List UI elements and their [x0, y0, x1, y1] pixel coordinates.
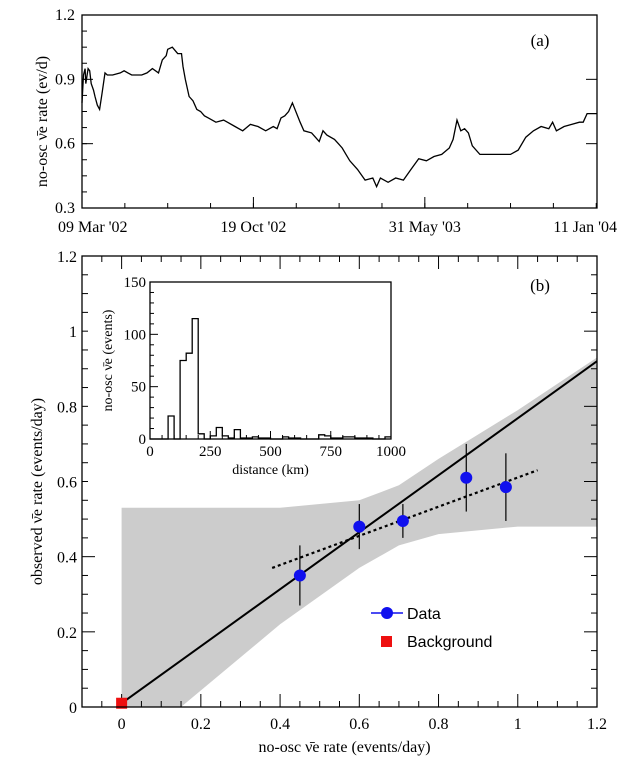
y-tick-label: 0: [69, 700, 77, 717]
panel-b-label: (b): [530, 276, 550, 295]
panel-b-frame: [81, 255, 598, 708]
data-point: [353, 520, 366, 533]
inset-x-tick-label: 750: [320, 444, 343, 460]
panel-b-x-axis-label: no-osc ν̄e rate (events/day): [258, 739, 430, 756]
panel-a-y-axis-label: no-osc ν̄e rate (ev/d): [34, 56, 51, 187]
legend-background-label: Background: [407, 634, 492, 651]
panel-b-y-axis-label: observed ν̄e rate (events/day): [29, 398, 46, 585]
inset-y-tick-label: 0: [139, 432, 147, 448]
x-tick-label: 1.2: [587, 716, 607, 733]
panel-b-dotted-fit-line: [271, 469, 538, 569]
data-point: [396, 514, 409, 527]
data-point: [499, 481, 512, 494]
y-tick-label: 0.3: [55, 200, 75, 217]
x-tick-label: 0.2: [191, 716, 211, 733]
inset-x-axis-label: distance (km): [232, 463, 309, 478]
y-tick-label: 1.2: [57, 249, 77, 266]
panel-b-scatter: 0 0.2 0.4 0.6 0.8 1 1.2 0 0.2 0.4 0.6 0.8 1 1.2 (b) n…: [29, 249, 607, 756]
panel-a-timeline: 0.3 0.6 0.9 1.2 09 Mar '02 19 Oct '02 31 May '…: [34, 7, 617, 236]
inset-y-tick-label: 150: [124, 275, 147, 291]
inset-x-tick-label: 1000: [376, 444, 406, 460]
y-tick-label: 1: [69, 324, 77, 341]
legend-data-marker: [381, 607, 393, 619]
panel-b-data-points: [116, 443, 512, 709]
x-tick-label: 31 May '03: [389, 219, 461, 236]
x-tick-label: 1: [514, 716, 522, 733]
x-tick-label: 11 Jan '04: [553, 219, 617, 236]
y-tick-label: 0.2: [57, 625, 77, 642]
legend: Data Background: [371, 606, 492, 651]
x-tick-label: 0: [118, 716, 126, 733]
inset-background: [88, 276, 401, 483]
inset-y-tick-label: 50: [131, 380, 146, 396]
x-tick-label: 0.8: [429, 716, 449, 733]
panel-a-label: (a): [531, 31, 550, 50]
y-tick-label: 0.4: [57, 550, 77, 567]
y-tick-label: 0.9: [55, 71, 75, 88]
inset-y-axis-label: no-osc ν̄e (events): [101, 309, 116, 411]
panel-b-ticks: 0 0.2 0.4 0.6 0.8 1 1.2 0 0.2 0.4 0.6 0.8 1 1.2: [57, 249, 607, 733]
y-tick-label: 0.6: [55, 136, 75, 153]
y-tick-label: 1.2: [55, 7, 75, 24]
y-tick-label: 0.8: [57, 399, 77, 416]
x-tick-label: 0.6: [349, 716, 369, 733]
data-point: [293, 569, 306, 582]
y-tick-label: 0.6: [57, 475, 77, 492]
legend-data-label: Data: [407, 606, 441, 623]
x-tick-label: 09 Mar '02: [58, 219, 128, 236]
panel-a-frame: [81, 14, 598, 209]
x-tick-label: 0.4: [270, 716, 290, 733]
inset-frame: [149, 281, 392, 440]
legend-background-marker: [381, 636, 392, 647]
x-tick-label: 19 Oct '02: [220, 219, 286, 236]
inset-y-tick-label: 100: [124, 327, 147, 343]
inset-x-tick-label: 0: [146, 444, 154, 460]
inset-ticks: 0 50 100 150 0 250 500 750 1000: [124, 275, 407, 460]
background-point: [116, 697, 128, 709]
panel-a-rate-line: [81, 46, 597, 189]
inset-x-tick-label: 500: [259, 444, 282, 460]
inset-histogram: 0 50 100 150 0 250 500 750 1000 distance (km) no…: [88, 275, 406, 483]
data-point: [460, 471, 473, 484]
inset-x-tick-label: 250: [199, 444, 222, 460]
